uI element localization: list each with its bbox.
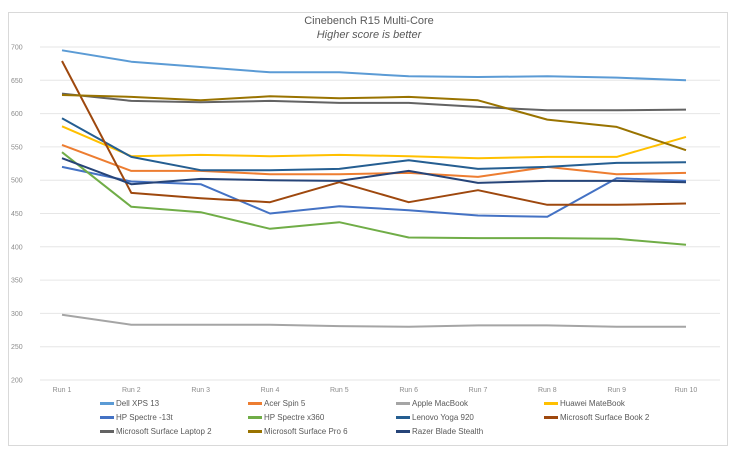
legend-swatch <box>544 416 558 419</box>
legend-item: Microsoft Surface Pro 6 <box>248 425 396 438</box>
legend-item: Microsoft Surface Book 2 <box>544 411 692 424</box>
series-line-microsoft-surface-book-2 <box>61 60 687 206</box>
y-tick-label: 600 <box>11 111 23 118</box>
legend-label: Acer Spin 5 <box>264 399 306 408</box>
x-tick-label: Run 6 <box>399 387 418 394</box>
legend-label: HP Spectre x360 <box>264 413 325 422</box>
series-line-hp-spectre-x360 <box>61 151 687 246</box>
series-line-dell-xps-13 <box>61 49 687 82</box>
legend-item: Lenovo Yoga 920 <box>396 411 544 424</box>
legend-label: Microsoft Surface Pro 6 <box>264 427 348 436</box>
legend-item: HP Spectre x360 <box>248 411 396 424</box>
legend-item: Apple MacBook <box>396 397 544 410</box>
legend-swatch <box>100 430 114 433</box>
y-axis-ticks: 200 250 300 350 400 450 500 550 600 650 700 <box>11 45 23 385</box>
series-line-lenovo-yoga-920 <box>61 117 687 172</box>
y-tick-label: 500 <box>11 178 23 185</box>
legend-item: Dell XPS 13 <box>100 397 248 410</box>
legend-item: Razer Blade Stealth <box>396 425 544 438</box>
legend-label: Microsoft Surface Book 2 <box>560 413 650 422</box>
legend-label: Microsoft Surface Laptop 2 <box>116 427 212 436</box>
x-tick-label: Run 1 <box>53 387 72 394</box>
y-tick-label: 700 <box>11 45 23 52</box>
legend-swatch <box>248 402 262 405</box>
x-tick-label: Run 4 <box>261 387 280 394</box>
legend-label: HP Spectre -13t <box>116 413 173 422</box>
legend-swatch <box>544 402 558 405</box>
legend: Dell XPS 13 Acer Spin 5 Apple MacBook Huawe… <box>100 397 649 438</box>
legend-label: Razer Blade Stealth <box>412 427 484 436</box>
legend-swatch <box>396 402 410 405</box>
legend-label: Lenovo Yoga 920 <box>412 413 474 422</box>
legend-swatch <box>248 430 262 433</box>
x-tick-label: Run 8 <box>538 387 557 394</box>
legend-swatch <box>396 430 410 433</box>
series-line-microsoft-surface-laptop-2 <box>61 92 687 112</box>
x-tick-label: Run 3 <box>191 387 210 394</box>
series-line-razer-blade-stealth <box>61 157 687 186</box>
chart-subtitle: Higher score is better <box>316 29 422 41</box>
x-tick-label: Run 7 <box>469 387 488 394</box>
legend-item: HP Spectre -13t <box>100 411 248 424</box>
legend-label: Huawei MateBook <box>560 399 625 408</box>
legend-item: Microsoft Surface Laptop 2 <box>100 425 248 438</box>
legend-label: Dell XPS 13 <box>116 399 160 408</box>
x-tick-label: Run 10 <box>675 387 698 394</box>
series-line-microsoft-surface-pro-6 <box>61 94 687 152</box>
legend-swatch <box>100 402 114 405</box>
chart-title: Cinebench R15 Multi-Core <box>304 15 434 27</box>
y-tick-label: 550 <box>11 144 23 151</box>
y-tick-label: 300 <box>11 311 23 318</box>
gridlines <box>40 46 720 381</box>
y-tick-label: 450 <box>11 211 23 218</box>
legend-swatch <box>100 416 114 419</box>
x-tick-label: Run 5 <box>330 387 349 394</box>
legend-swatch <box>396 416 410 419</box>
series-line-apple-macbook <box>61 313 686 328</box>
series-line-acer-spin-5 <box>61 143 687 178</box>
series-line-hp-spectre-13t <box>61 165 687 218</box>
x-tick-label: Run 2 <box>122 387 141 394</box>
legend-item: Huawei MateBook <box>544 397 692 410</box>
legend-item: Acer Spin 5 <box>248 397 396 410</box>
y-tick-label: 350 <box>11 278 23 285</box>
x-tick-label: Run 9 <box>607 387 626 394</box>
y-tick-label: 400 <box>11 244 23 251</box>
y-tick-label: 650 <box>11 78 23 85</box>
legend-swatch <box>248 416 262 419</box>
series-line-huawei-matebook <box>61 125 687 160</box>
x-axis-ticks: Run 1 Run 2 Run 3 Run 4 Run 5 Run 6 Run 7 Run 8… <box>53 387 698 394</box>
legend-label: Apple MacBook <box>412 399 469 408</box>
y-tick-label: 250 <box>11 344 23 351</box>
y-tick-label: 200 <box>11 378 23 385</box>
series-lines <box>61 49 687 328</box>
